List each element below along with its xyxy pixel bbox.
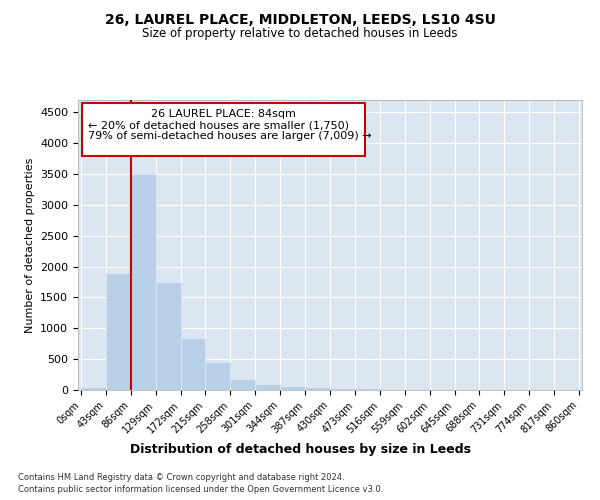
Text: 79% of semi-detached houses are larger (7,009) →: 79% of semi-detached houses are larger (…	[88, 132, 371, 141]
Text: 26 LAUREL PLACE: 84sqm: 26 LAUREL PLACE: 84sqm	[151, 110, 296, 120]
FancyBboxPatch shape	[82, 103, 365, 156]
Y-axis label: Number of detached properties: Number of detached properties	[25, 158, 35, 332]
Bar	[305, 386, 330, 390]
Bar	[230, 379, 255, 390]
Bar	[280, 386, 305, 390]
Text: Contains HM Land Registry data © Crown copyright and database right 2024.: Contains HM Land Registry data © Crown c…	[18, 472, 344, 482]
Bar	[155, 282, 181, 390]
Bar	[81, 387, 106, 390]
Text: ← 20% of detached houses are smaller (1,750): ← 20% of detached houses are smaller (1,…	[88, 120, 349, 130]
Bar	[205, 362, 230, 390]
Bar	[131, 174, 155, 390]
Bar	[330, 388, 355, 390]
Bar	[355, 388, 380, 390]
Bar	[106, 273, 131, 390]
Text: Distribution of detached houses by size in Leeds: Distribution of detached houses by size …	[130, 442, 470, 456]
Text: Contains public sector information licensed under the Open Government Licence v3: Contains public sector information licen…	[18, 485, 383, 494]
Bar	[181, 338, 205, 390]
Text: Size of property relative to detached houses in Leeds: Size of property relative to detached ho…	[142, 28, 458, 40]
Bar	[255, 384, 280, 390]
Text: 26, LAUREL PLACE, MIDDLETON, LEEDS, LS10 4SU: 26, LAUREL PLACE, MIDDLETON, LEEDS, LS10…	[104, 12, 496, 26]
